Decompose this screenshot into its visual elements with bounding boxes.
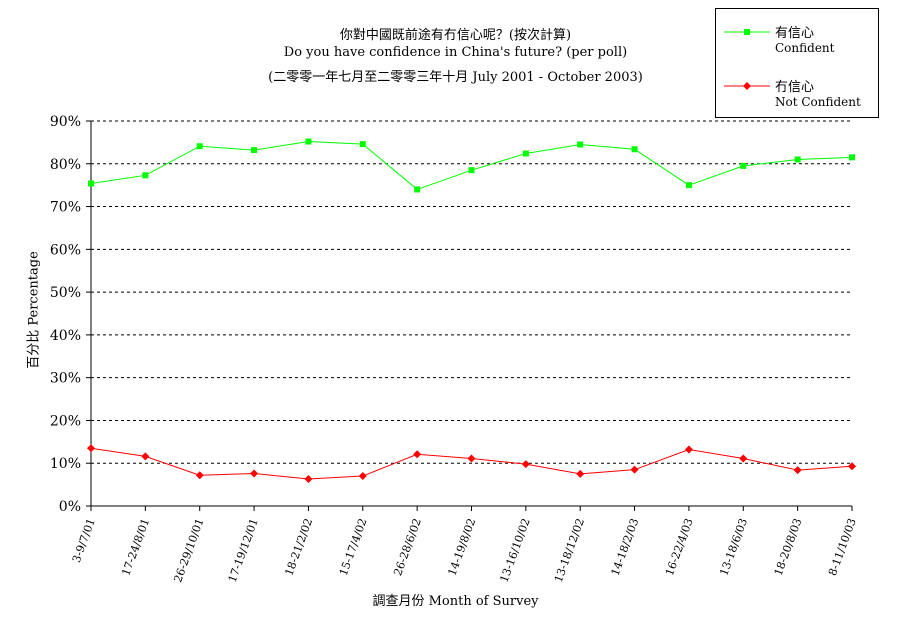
y-tick-label: 60% xyxy=(50,242,81,258)
y-tick-label: 0% xyxy=(59,499,81,515)
data-point-confident xyxy=(88,180,94,187)
y-axis-label: 百分比 Percentage xyxy=(26,251,42,369)
x-tick-label: 8-11/10/03 xyxy=(826,517,859,578)
legend-label-not-confident-zh: 冇信心 xyxy=(775,80,815,95)
y-tick-label: 80% xyxy=(50,157,81,173)
data-point-not-confident xyxy=(739,454,748,463)
data-point-confident xyxy=(251,147,258,154)
data-point-confident xyxy=(305,138,312,145)
data-point-not-confident xyxy=(630,465,639,474)
legend-label-not-confident-en: Not Confident xyxy=(775,95,861,109)
data-point-not-confident xyxy=(195,471,204,480)
data-point-confident xyxy=(577,141,584,148)
data-point-confident xyxy=(849,154,855,161)
data-point-confident xyxy=(468,167,475,174)
legend-label-confident-zh: 有信心 xyxy=(775,26,815,41)
data-point-not-confident xyxy=(684,445,693,454)
x-tick-label: 13-16/10/02 xyxy=(498,517,533,585)
legend-label-confident-en: Confident xyxy=(775,41,835,55)
x-tick-label: 26-28/6/02 xyxy=(391,517,424,578)
x-tick-label: 14-19/8/02 xyxy=(446,517,479,578)
data-point-not-confident xyxy=(304,475,313,484)
data-point-confident xyxy=(740,162,747,169)
x-tick-label: 17-24/8/01 xyxy=(119,517,152,578)
x-tick-label: 13-18/6/03 xyxy=(717,517,750,578)
y-tick-label: 70% xyxy=(50,200,81,216)
series-line-confident xyxy=(90,141,853,191)
data-point-confident xyxy=(359,141,366,148)
data-point-confident xyxy=(414,186,421,193)
chart-legend: 有信心 Confident 冇信心 Not Confident xyxy=(715,8,879,118)
x-tick-label: 14-18/2/03 xyxy=(609,517,642,578)
y-tick-label: 90% xyxy=(50,114,81,130)
data-point-not-confident xyxy=(576,469,585,478)
y-tick-label: 10% xyxy=(50,456,81,472)
data-point-not-confident xyxy=(87,444,95,453)
data-point-confident xyxy=(685,182,692,189)
data-point-not-confident xyxy=(358,472,367,481)
data-point-confident xyxy=(196,143,203,150)
y-tick-label: 40% xyxy=(50,328,81,344)
x-tick-label: 18-20/8/03 xyxy=(772,517,805,578)
data-point-not-confident xyxy=(848,462,856,471)
data-point-not-confident xyxy=(521,460,530,469)
data-point-confident xyxy=(522,150,529,157)
legend-swatch-not-confident xyxy=(724,82,770,90)
data-point-confident xyxy=(631,146,638,153)
data-point-not-confident xyxy=(467,454,476,463)
legend-item-not-confident: 冇信心 Not Confident xyxy=(716,71,878,111)
data-point-not-confident xyxy=(793,466,802,475)
x-tick-label: 13-18/12/02 xyxy=(552,517,587,585)
x-tick-label: 18-21/2/02 xyxy=(282,517,315,578)
x-tick-label: 16-22/4/03 xyxy=(663,517,696,578)
x-tick-label: 3-9/7/01 xyxy=(70,517,98,565)
y-tick-label: 30% xyxy=(50,371,81,387)
data-point-confident xyxy=(794,156,801,163)
data-point-not-confident xyxy=(141,452,150,461)
chart-subtitle-date-range: (二零零一年七月至二零零三年十月 July 2001 - October 200… xyxy=(268,70,643,85)
x-tick-label: 15-17/4/02 xyxy=(337,517,370,578)
x-tick-label: 26-29/10/01 xyxy=(171,517,206,585)
y-tick-label: 20% xyxy=(50,413,81,429)
legend-swatch-confident xyxy=(724,29,770,35)
chart-title-chinese: 你對中國既前途有冇信心呢？(按次計算) xyxy=(339,28,572,43)
data-point-not-confident xyxy=(250,469,259,478)
x-tick-label: 17-19/12/01 xyxy=(226,517,261,585)
data-point-not-confident xyxy=(413,450,422,459)
data-point-confident xyxy=(142,172,149,179)
x-axis-label: 調查月份 Month of Survey xyxy=(372,594,539,609)
chart-title-english: Do you have confidence in China's future… xyxy=(283,45,628,60)
y-tick-label: 50% xyxy=(50,285,81,301)
legend-item-confident: 有信心 Confident xyxy=(716,17,878,57)
